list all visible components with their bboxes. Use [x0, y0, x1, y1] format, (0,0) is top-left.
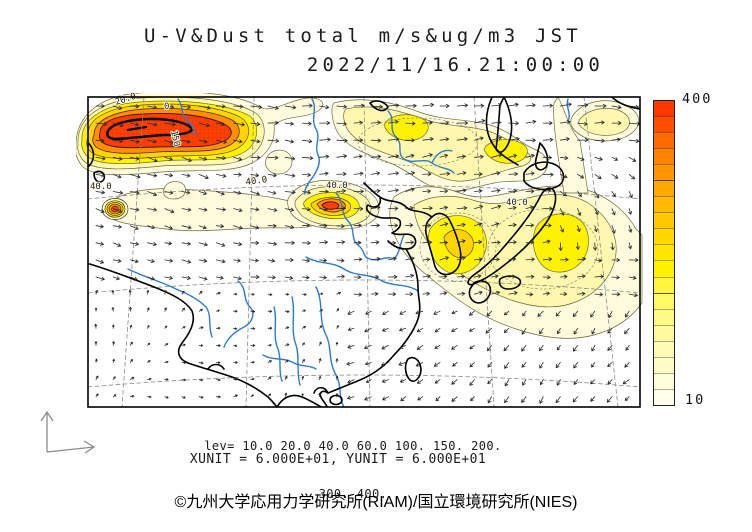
lev-line-1: lev= 10.0 20.0 40.0 60.0 100. 150. 200.: [204, 439, 502, 453]
colorbar-segment: [654, 260, 674, 277]
contour-label: 40.0: [326, 181, 348, 191]
colorbar-segment: [654, 292, 674, 309]
colorbar-segment: [654, 388, 674, 405]
colorbar: [653, 100, 675, 406]
colorbar-segment: [654, 340, 674, 357]
contour-label: 40.0: [245, 175, 268, 188]
map-frame: [87, 96, 641, 408]
wind-vector-field: [94, 102, 640, 404]
chart-timestamp: 2022/11/16.21:00:00: [306, 54, 604, 76]
colorbar-segment: [654, 228, 674, 245]
colorbar-segment: [654, 180, 674, 197]
colorbar-segment: [654, 324, 674, 341]
colorbar-segment: [654, 372, 674, 389]
contour-label: 150: [168, 130, 181, 148]
colorbar-segment: [654, 148, 674, 165]
colorbar-min-label: 10: [685, 392, 706, 408]
coastlines: [88, 97, 640, 407]
contour-label: 40.0: [506, 198, 528, 208]
wind-unit-legend: XUNIT = 6.000E+01, YUNIT = 6.000E+01: [189, 452, 487, 467]
colorbar-segment: [654, 132, 674, 149]
unit-vector-arrows-icon: [40, 410, 96, 454]
colorbar-segment: [654, 116, 674, 133]
colorbar-segment: [654, 276, 674, 293]
graticule-grid: [88, 97, 640, 407]
colorbar-max-label: 400: [682, 91, 713, 107]
river-lines: [127, 98, 570, 407]
copyright-text: ©九州大学応用力学研究所(RIAM)/国立環境研究所(NIES): [174, 494, 578, 511]
colorbar-segment: [654, 101, 674, 117]
colorbar-segment: [654, 212, 674, 229]
contour-label: 40.0: [90, 182, 112, 192]
colorbar-segment: [654, 356, 674, 373]
colorbar-segment: [654, 164, 674, 181]
contour-label: 0: [164, 102, 169, 112]
contour-level-legend: lev= 10.0 20.0 40.0 60.0 100. 150. 200. …: [88, 406, 618, 532]
colorbar-segment: [654, 196, 674, 213]
dust-contour-fills: [76, 93, 643, 339]
colorbar-segment: [654, 244, 674, 261]
colorbar-segment: [654, 308, 674, 325]
chart-title: U-V&Dust total m/s&ug/m3 JST: [144, 25, 582, 47]
lev-line-2: 300. 400.: [318, 487, 388, 501]
